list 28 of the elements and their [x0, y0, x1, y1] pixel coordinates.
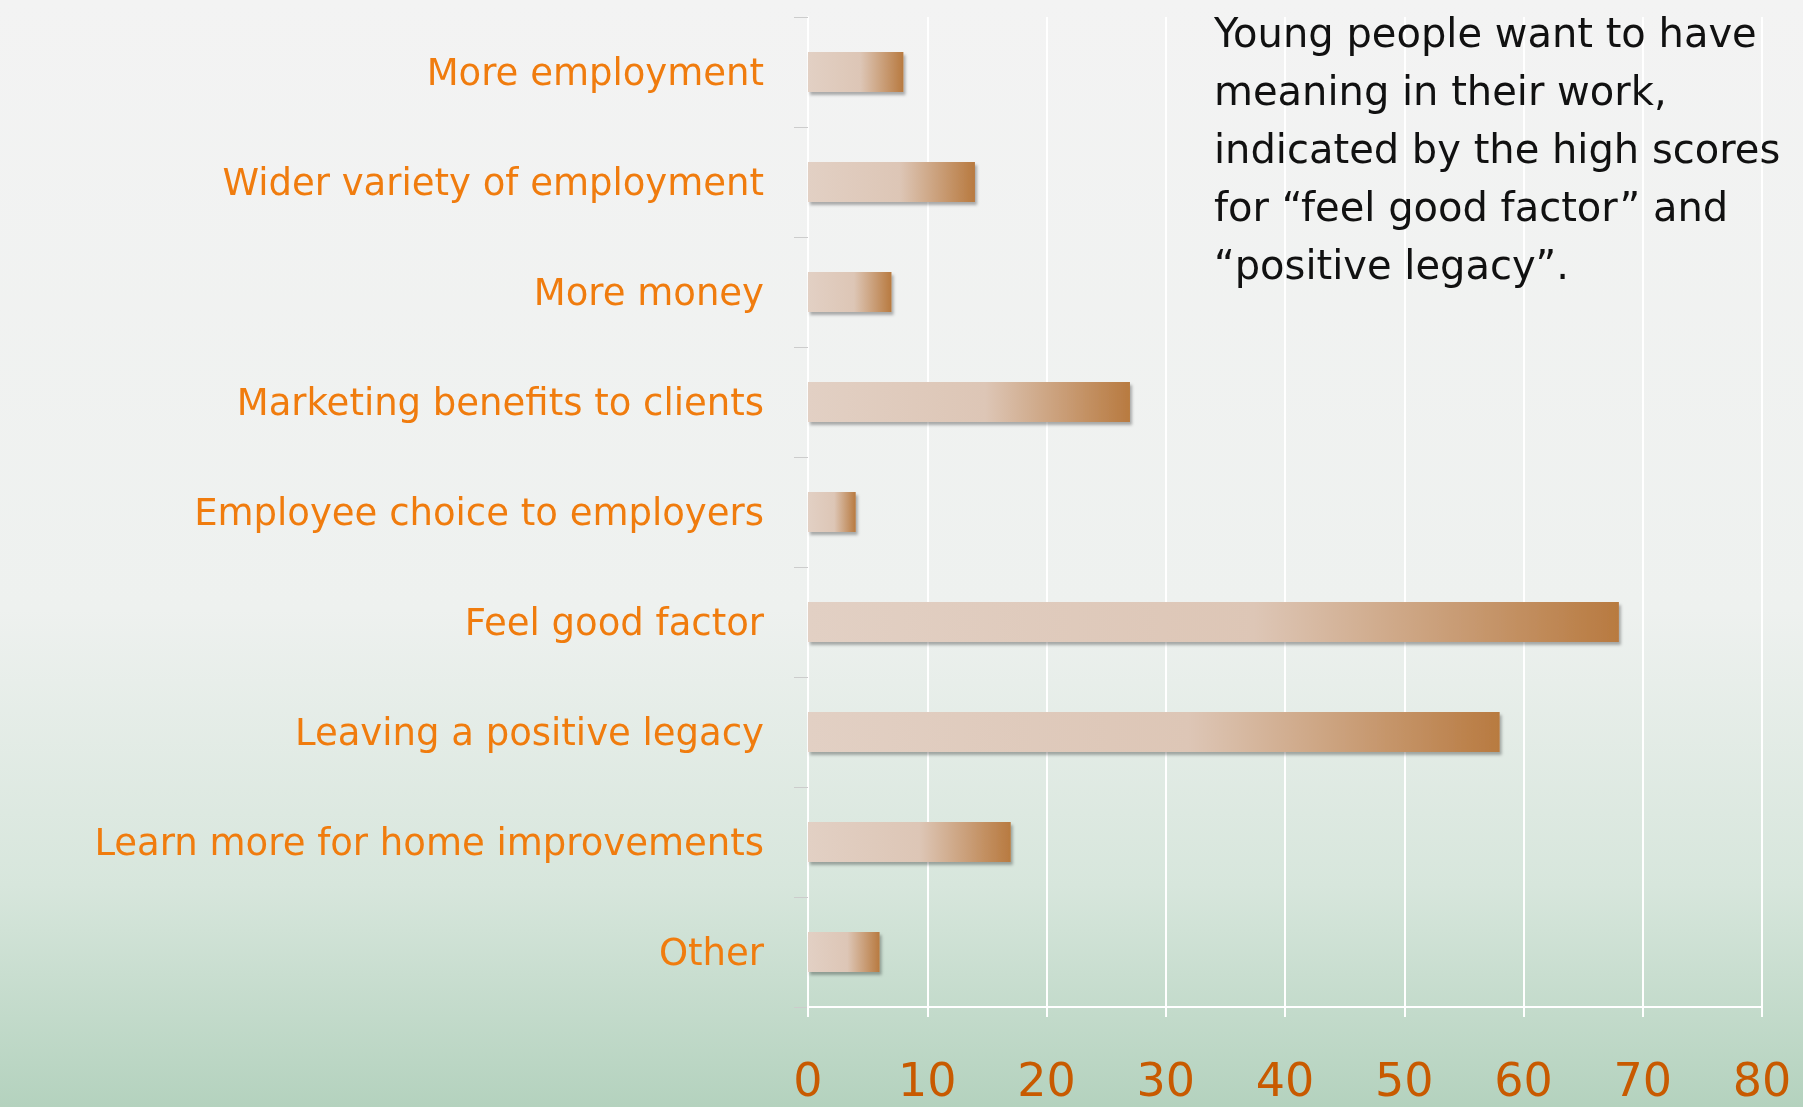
y-tick-label: More money — [533, 270, 764, 314]
x-tick-label: 50 — [1374, 1053, 1434, 1107]
bar — [808, 382, 1130, 422]
bar — [808, 602, 1619, 642]
bar — [808, 712, 1500, 752]
bar — [808, 272, 892, 312]
x-tick-label: 70 — [1613, 1053, 1673, 1107]
y-tick-label: Wider variety of employment — [222, 160, 764, 204]
x-tick-label: 0 — [793, 1053, 823, 1107]
y-tick-label: Learn more for home improvements — [94, 820, 764, 864]
bar — [808, 162, 975, 202]
y-tick-label: Employee choice to employers — [194, 490, 764, 534]
x-tick-label: 20 — [1017, 1053, 1076, 1107]
y-tick-label: More employment — [426, 50, 764, 94]
bar — [808, 822, 1011, 862]
y-tick-label: Marketing benefits to clients — [236, 380, 764, 424]
x-tick-label: 30 — [1136, 1053, 1196, 1107]
y-tick-label: Leaving a positive legacy — [294, 710, 764, 754]
bar — [808, 52, 904, 92]
x-tick-label: 80 — [1732, 1053, 1792, 1107]
bar — [808, 492, 856, 532]
x-tick-label: 40 — [1255, 1053, 1315, 1107]
y-tick-label: Feel good factor — [464, 600, 765, 644]
x-tick-label: 60 — [1494, 1053, 1553, 1107]
x-tick-label: 10 — [897, 1053, 957, 1107]
annotation: Young people want to have meaning in their work, indicated by the high scores for “feel good factor” and “positive legacy”. — [1214, 9, 1782, 290]
bar — [808, 932, 880, 972]
y-tick-label: Other — [658, 930, 765, 974]
